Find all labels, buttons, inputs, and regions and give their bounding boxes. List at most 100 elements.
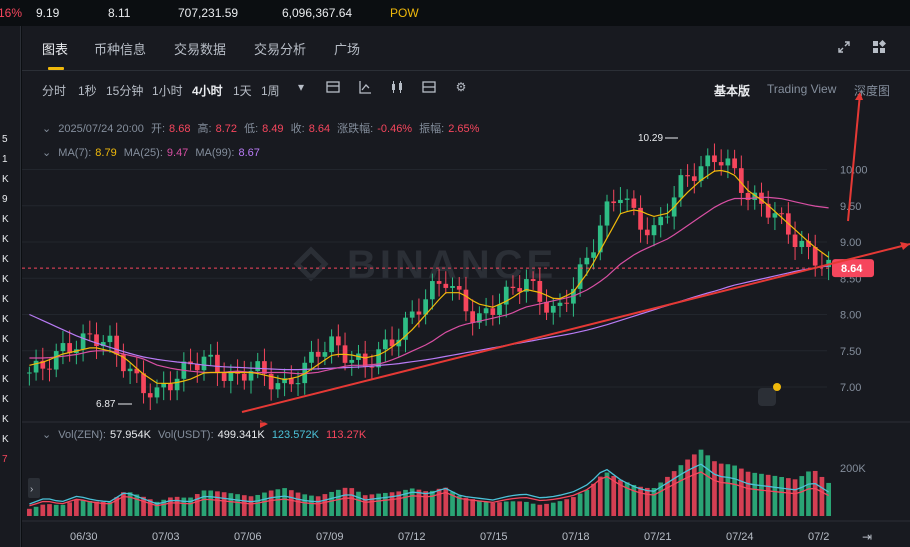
- pair-list-item[interactable]: K: [2, 334, 9, 345]
- notes-icon[interactable]: [758, 388, 776, 406]
- interval-1d[interactable]: 1天: [233, 84, 252, 98]
- volume-bar: [134, 494, 140, 516]
- pair-list-item[interactable]: 5: [2, 134, 8, 145]
- candle-body: [631, 198, 637, 208]
- volume-bar: [806, 471, 811, 516]
- volume-bar: [60, 504, 66, 516]
- ma99-value: 8.67: [238, 147, 260, 159]
- volume-bar: [537, 504, 543, 516]
- pair-list-item[interactable]: K: [2, 274, 9, 285]
- candle-body: [67, 343, 73, 354]
- settings-gear-icon[interactable]: ⚙: [455, 80, 467, 94]
- view-basic[interactable]: 基本版: [714, 84, 751, 98]
- candle-body: [812, 246, 818, 266]
- candle-body: [423, 299, 428, 315]
- expand-icon[interactable]: [837, 40, 851, 54]
- pair-list-item[interactable]: 1: [2, 154, 8, 165]
- collapse-chevron-icon[interactable]: ⌄: [42, 429, 52, 441]
- draw-line-icon[interactable]: [358, 80, 372, 94]
- pair-list-item[interactable]: K: [2, 374, 9, 385]
- candle-body: [396, 339, 402, 347]
- pair-list-item[interactable]: K: [2, 294, 9, 305]
- ma25-value: 9.47: [166, 147, 189, 159]
- candle-body: [732, 158, 737, 169]
- candle-type-icon[interactable]: [390, 80, 404, 94]
- candle-body: [221, 373, 227, 381]
- pair-list-item[interactable]: K: [2, 314, 9, 325]
- annotation-arrow-line: [241, 243, 910, 413]
- pair-list-item[interactable]: 7: [2, 454, 8, 465]
- pair-list-item[interactable]: K: [2, 234, 9, 245]
- volume-bar: [262, 492, 267, 516]
- pair-list-item[interactable]: K: [2, 174, 9, 185]
- indicator-icon[interactable]: [326, 80, 340, 94]
- ma7-label: MA(7):: [58, 147, 92, 159]
- interval-15m[interactable]: 15分钟: [106, 84, 144, 98]
- pair-list-item[interactable]: K: [2, 414, 9, 425]
- interval-1h[interactable]: 1小时: [152, 84, 183, 98]
- interval-timeline[interactable]: 分时: [42, 84, 67, 98]
- view-tradingview[interactable]: Trading View: [767, 82, 837, 96]
- candle-body: [194, 364, 200, 371]
- volume-bar: [53, 504, 59, 516]
- price-chart[interactable]: BINANCE10.009.509.008.508.007.507.0010.2…: [22, 26, 910, 547]
- volume-bar: [208, 490, 214, 516]
- change-label: 涨跌幅:: [337, 123, 374, 135]
- collapse-chevron-icon[interactable]: ⌄: [42, 147, 52, 159]
- pair-list-item[interactable]: K: [2, 434, 9, 445]
- x-tick-label: 07/06: [234, 531, 262, 543]
- volume-bar: [685, 459, 690, 516]
- volume-bar: [87, 500, 93, 516]
- change-percent: 16%: [0, 6, 23, 20]
- volume-bar: [309, 495, 314, 516]
- chart-toolbar: 分时 1秒 15分钟 1小时 4小时 1天 1周 ▾ ⚙ 基本版 Trading…: [22, 70, 910, 106]
- grid-icon[interactable]: [872, 39, 887, 54]
- candle-body: [738, 168, 744, 193]
- volume-bar: [147, 499, 153, 516]
- volume-bar: [826, 482, 831, 516]
- reset-zoom-icon[interactable]: ⇥: [862, 530, 872, 544]
- candle-body: [403, 317, 408, 340]
- volume-bar: [228, 493, 234, 516]
- volume-bar: [490, 502, 496, 516]
- candle-body: [792, 234, 798, 248]
- tab-square[interactable]: 广场: [334, 42, 361, 57]
- candle-body: [618, 199, 623, 204]
- interval-1w[interactable]: 1周: [261, 84, 280, 98]
- candle-body: [47, 368, 52, 370]
- volume-bar: [127, 492, 133, 516]
- candle-body: [765, 203, 771, 218]
- volume-bar: [510, 501, 516, 516]
- max-price-label: 10.29: [638, 133, 663, 144]
- pair-list-item[interactable]: K: [2, 214, 9, 225]
- volume-bar: [423, 491, 428, 516]
- tab-chart[interactable]: 图表: [42, 42, 69, 57]
- view-depth[interactable]: 深度图: [854, 84, 891, 98]
- chevron-down-icon[interactable]: ▾: [297, 80, 305, 94]
- chevron-right-icon[interactable]: ›: [30, 484, 33, 495]
- pair-list-item[interactable]: 9: [2, 194, 8, 205]
- tab-trade-data[interactable]: 交易数据: [174, 42, 227, 57]
- volume-bar: [389, 492, 395, 516]
- volume-bar: [174, 496, 180, 516]
- open-label: 开:: [150, 123, 166, 135]
- candle-body: [577, 264, 583, 289]
- volume-bar: [221, 492, 227, 516]
- pair-list-item[interactable]: K: [2, 354, 9, 365]
- pair-list-item[interactable]: K: [2, 394, 9, 405]
- ma7-value: 8.79: [95, 147, 117, 159]
- tab-coin-info[interactable]: 币种信息: [94, 42, 147, 57]
- pair-list-item[interactable]: K: [2, 254, 9, 265]
- volume-bar: [477, 500, 482, 516]
- volume-bar: [416, 489, 422, 516]
- candle-body: [591, 252, 596, 258]
- tab-trade-analysis[interactable]: 交易分析: [254, 42, 307, 57]
- candle-body: [604, 201, 610, 226]
- layout-icon[interactable]: [422, 80, 436, 94]
- scroll-left-button[interactable]: [28, 478, 40, 498]
- candle-body: [658, 216, 664, 226]
- interval-1s[interactable]: 1秒: [78, 84, 97, 98]
- volume-bar: [275, 489, 281, 516]
- interval-4h[interactable]: 4小时: [192, 84, 223, 98]
- collapse-chevron-icon[interactable]: ⌄: [42, 123, 52, 135]
